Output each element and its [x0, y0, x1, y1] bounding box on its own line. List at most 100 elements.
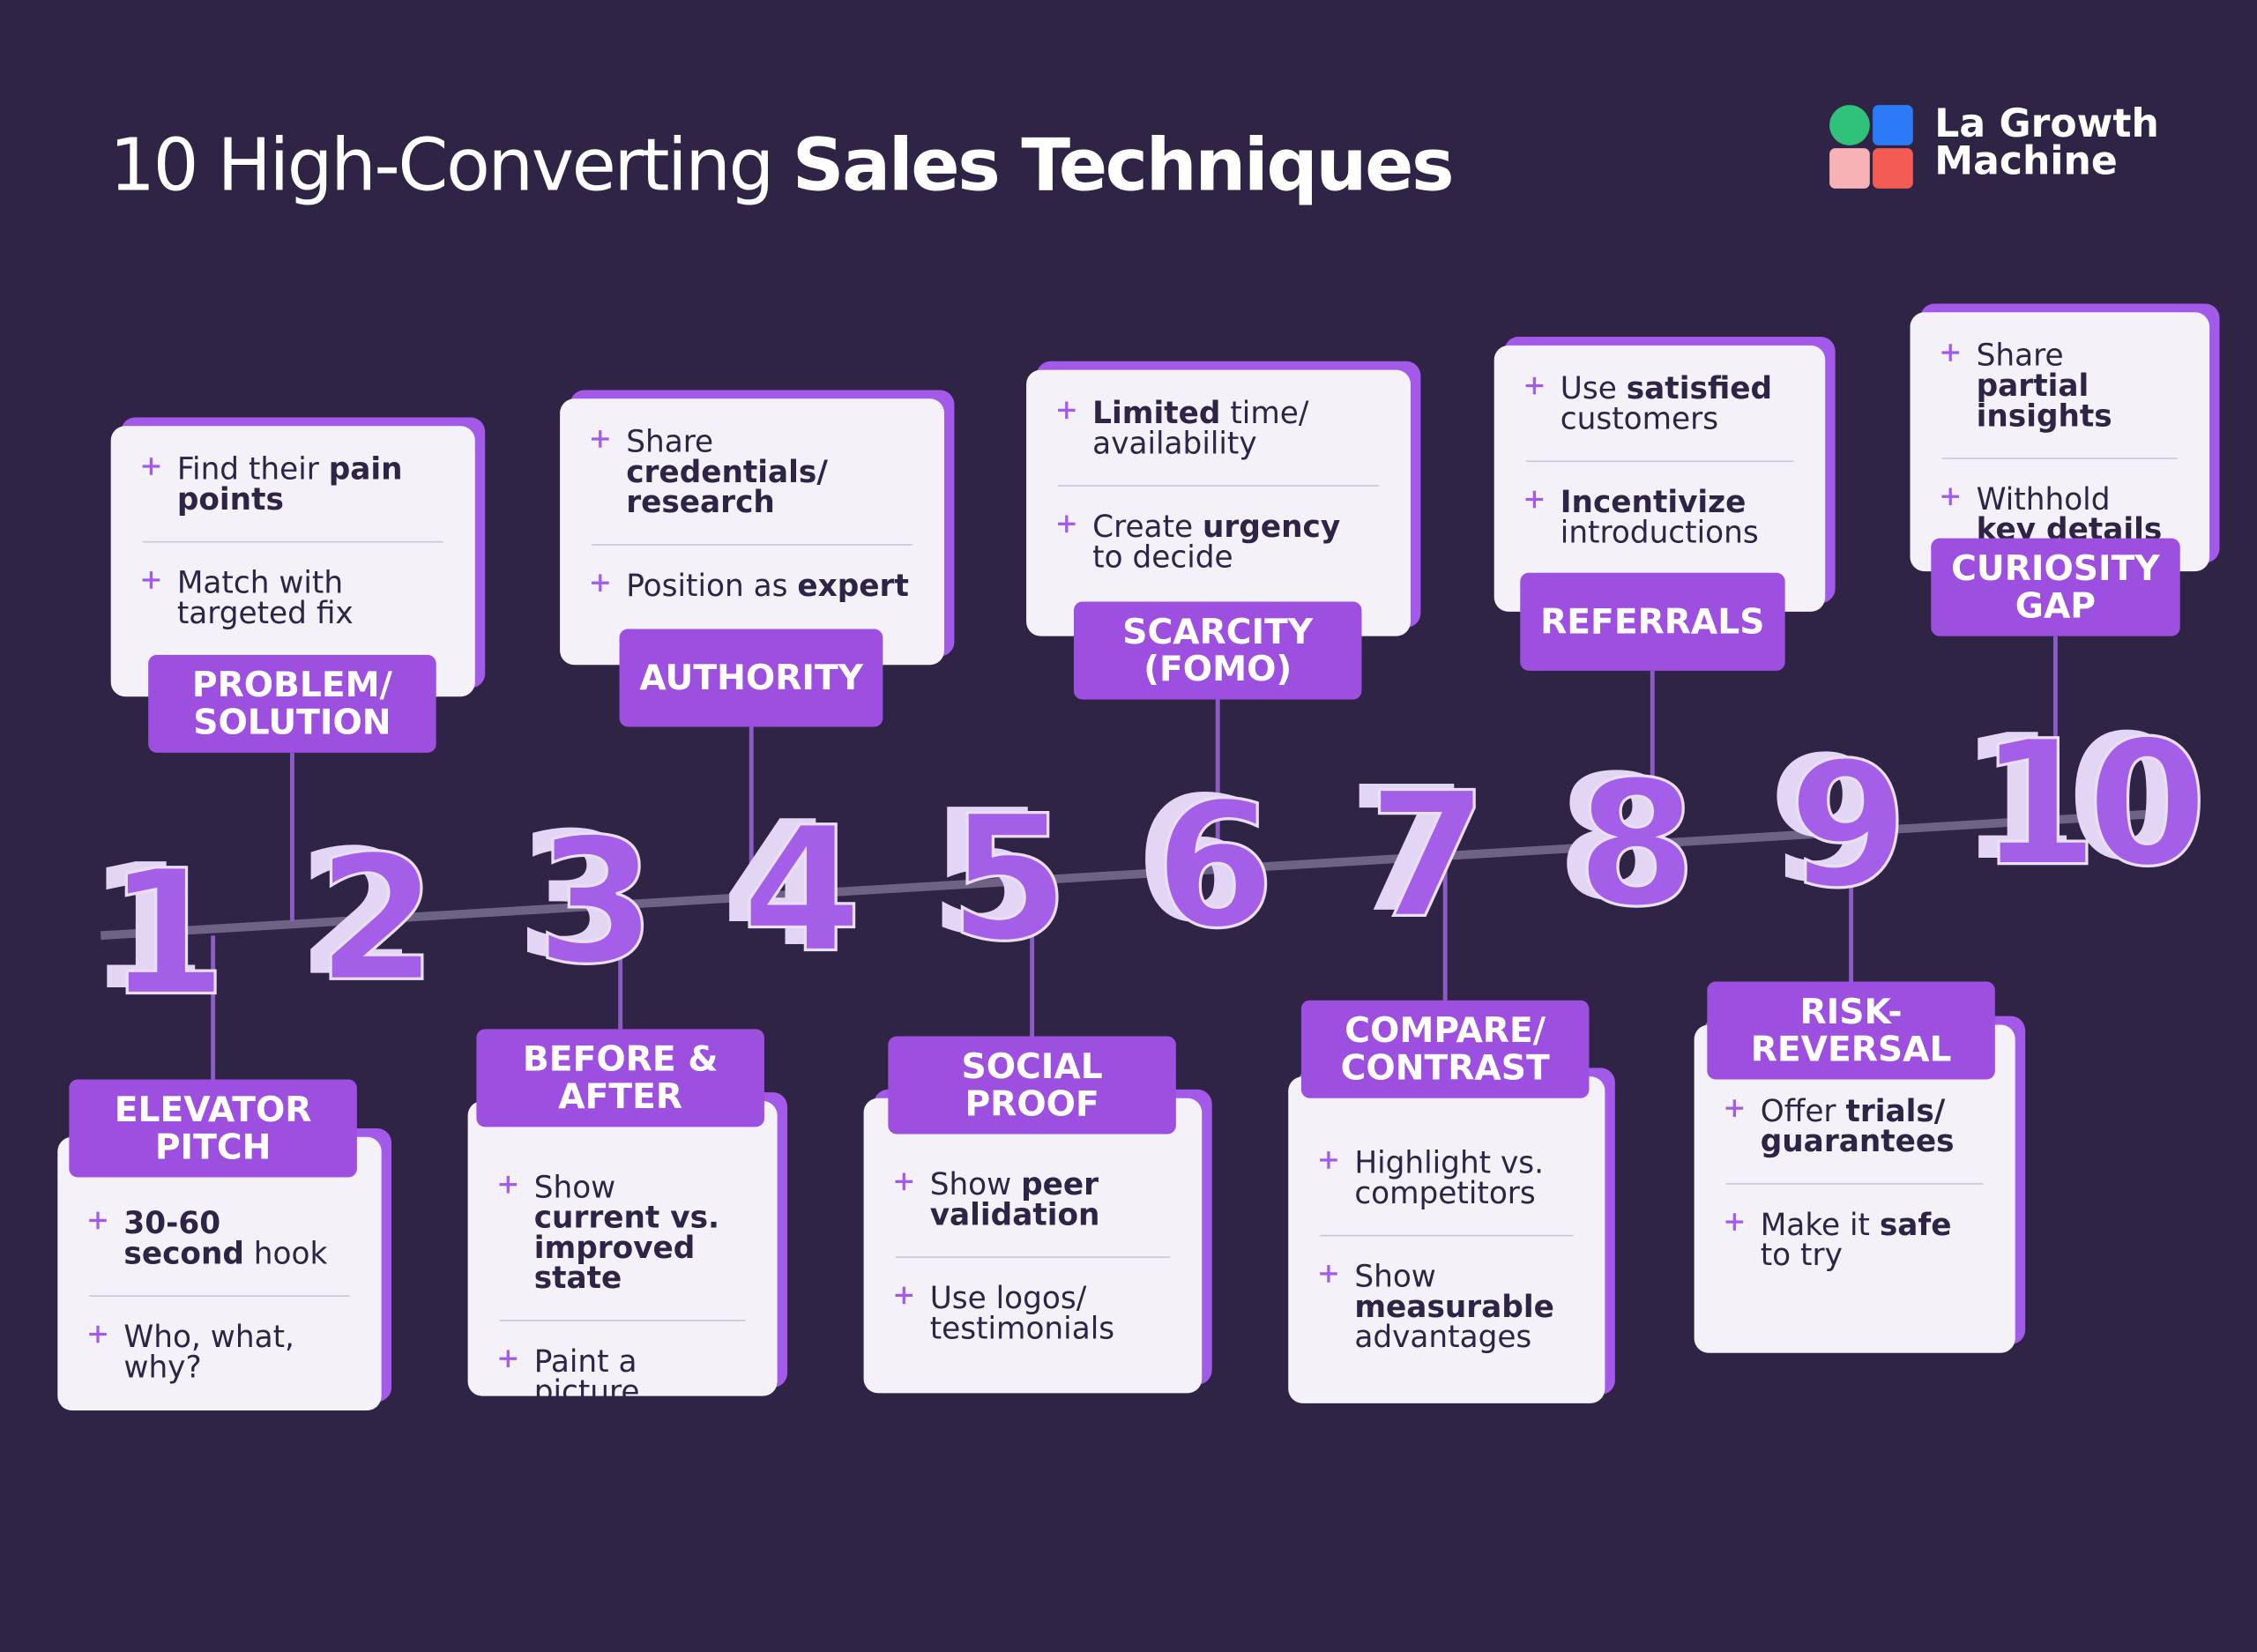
- bullet-icon: [142, 571, 160, 589]
- technique-label: SCARCITY (FOMO): [1073, 601, 1362, 700]
- step-number: 2: [316, 820, 438, 1021]
- bullet-text: Highlight vs. competitors: [1354, 1145, 1545, 1211]
- bullet-text: Create: [1092, 509, 1203, 545]
- bullet-text: customers: [1560, 401, 1719, 436]
- bullet-icon: [895, 1286, 913, 1305]
- technique-label: AUTHORITY: [619, 629, 883, 727]
- bullet-text: credentials/ research: [626, 454, 828, 520]
- bullet-text: Position as: [626, 568, 798, 604]
- title-bold: Sales Techniques: [792, 123, 1455, 208]
- bullet-text: partial insights: [1976, 368, 2112, 434]
- technique-card: Limited time/ availability Create urgency…: [1026, 369, 1411, 636]
- bullet: Share partial insights: [1941, 338, 2178, 434]
- technique-card: Share credentials/ research Position as e…: [560, 398, 945, 666]
- bullet: Highlight vs. competitors: [1320, 1145, 1573, 1211]
- step-number: 9: [1787, 726, 1910, 927]
- bullet-text: Offer: [1760, 1093, 1846, 1128]
- bullet-icon: [89, 1325, 107, 1343]
- bullet-text: advantages: [1354, 1320, 1532, 1355]
- bullet-icon: [592, 574, 609, 592]
- separator: [895, 1256, 1171, 1258]
- step-number: 10: [1977, 704, 2209, 905]
- bullet-icon: [1725, 1099, 1744, 1117]
- separator: [1725, 1183, 1984, 1185]
- separator: [1320, 1234, 1574, 1237]
- logo-text: La Growth Machine: [1934, 101, 2159, 184]
- separator: [592, 544, 913, 546]
- bullet-text: introductions: [1560, 515, 1759, 550]
- bullet-icon: [142, 458, 160, 475]
- bullet-text: Who, what, why?: [123, 1320, 294, 1385]
- bullet-icon: [1725, 1213, 1744, 1231]
- bullet: Offer trials/ guarantees: [1725, 1093, 1984, 1159]
- bullet-text: to decide: [1092, 540, 1233, 575]
- bullet-text: Use logos/ testimonials: [929, 1281, 1115, 1346]
- step-number: 1: [106, 834, 228, 1035]
- bullet-icon: [499, 1175, 518, 1194]
- step-number: 5: [948, 779, 1070, 980]
- bullet-text: Share: [626, 424, 714, 459]
- bullet: Use satisfied customers: [1525, 371, 1794, 436]
- step-number: 3: [534, 803, 657, 1003]
- bullet-icon: [1525, 490, 1544, 509]
- technique-label: REFERRALS: [1520, 572, 1785, 671]
- technique-card: Show peer validation Use logos/ testimoni…: [863, 1098, 1203, 1394]
- bullet: Share credentials/ research: [592, 424, 912, 520]
- bullet: Make it safe to try: [1725, 1207, 1984, 1271]
- timeline: [100, 808, 2167, 941]
- technique-label: PROBLEM/ SOLUTION: [148, 654, 436, 753]
- technique-card: Use satisfied customers Incentivize intro…: [1493, 345, 1826, 612]
- technique-card: 30-60 second hook Who, what, why?: [57, 1136, 382, 1410]
- bullet-text: current vs. improved state: [533, 1200, 720, 1296]
- logo-icon: [1829, 105, 1913, 189]
- bullet-text: Show: [533, 1170, 616, 1205]
- technique-card: Share partial insights Withhold key detai…: [1910, 312, 2210, 572]
- bullet-icon: [1941, 344, 1960, 361]
- bullet-text: expert: [797, 568, 909, 604]
- bullet-icon: [1320, 1265, 1337, 1283]
- bullet-text: time/ availability: [1092, 395, 1309, 461]
- bullet-text: Show: [1354, 1259, 1436, 1294]
- step-number: 7: [1367, 756, 1489, 957]
- bullet: Position as expert: [592, 568, 912, 604]
- step-number: 8: [1575, 745, 1698, 946]
- step-number: 4: [741, 791, 863, 992]
- bullet: Paint a picture: [499, 1346, 746, 1408]
- technique-label: RISK-REVERSAL: [1707, 981, 1995, 1080]
- separator: [1941, 458, 2179, 459]
- bullet-text: Share: [1976, 338, 2064, 373]
- separator: [1525, 460, 1794, 463]
- bullet: Create urgency to decide: [1057, 509, 1379, 575]
- separator: [89, 1295, 350, 1298]
- bullet: Incentivize introductions: [1525, 487, 1794, 550]
- bullet: Show peer validation: [895, 1167, 1171, 1232]
- bullet-text: peer validation: [929, 1167, 1100, 1232]
- bullet-icon: [89, 1211, 107, 1230]
- bullet-text: Withhold: [1976, 481, 2111, 517]
- technique-label: BEFORE & AFTER: [476, 1029, 764, 1127]
- bullet: Find their pain points: [142, 451, 443, 517]
- bullet-text: hook: [243, 1236, 328, 1271]
- technique-card: Show current vs. improved state Paint a p…: [467, 1100, 778, 1407]
- separator: [1057, 485, 1380, 487]
- bullet-icon: [1525, 376, 1544, 395]
- technique-label: COMPARE/ CONTRAST: [1300, 1000, 1590, 1098]
- technique-card: Highlight vs. competitors Show measurable…: [1288, 1076, 1605, 1403]
- bullet-text: trials/ guarantees: [1760, 1093, 1955, 1159]
- bullet-text: safe: [1879, 1207, 1952, 1242]
- bullet-text: pain points: [176, 451, 403, 517]
- bullet: Withhold key details: [1941, 481, 2178, 546]
- bullet-text: satisfied: [1626, 371, 1773, 406]
- technique-card: Find their pain points Match with targete…: [110, 426, 475, 697]
- bullet: Show measurable advantages: [1320, 1259, 1573, 1355]
- bullet-icon: [1320, 1151, 1337, 1169]
- bullet-icon: [592, 430, 609, 448]
- bullet: Who, what, why?: [89, 1322, 350, 1383]
- separator: [499, 1320, 746, 1321]
- bullet-icon: [895, 1172, 913, 1191]
- bullet: Use logos/ testimonials: [895, 1281, 1171, 1346]
- step-number: 6: [1153, 767, 1276, 968]
- bullet: 30-60 second hook: [89, 1209, 350, 1269]
